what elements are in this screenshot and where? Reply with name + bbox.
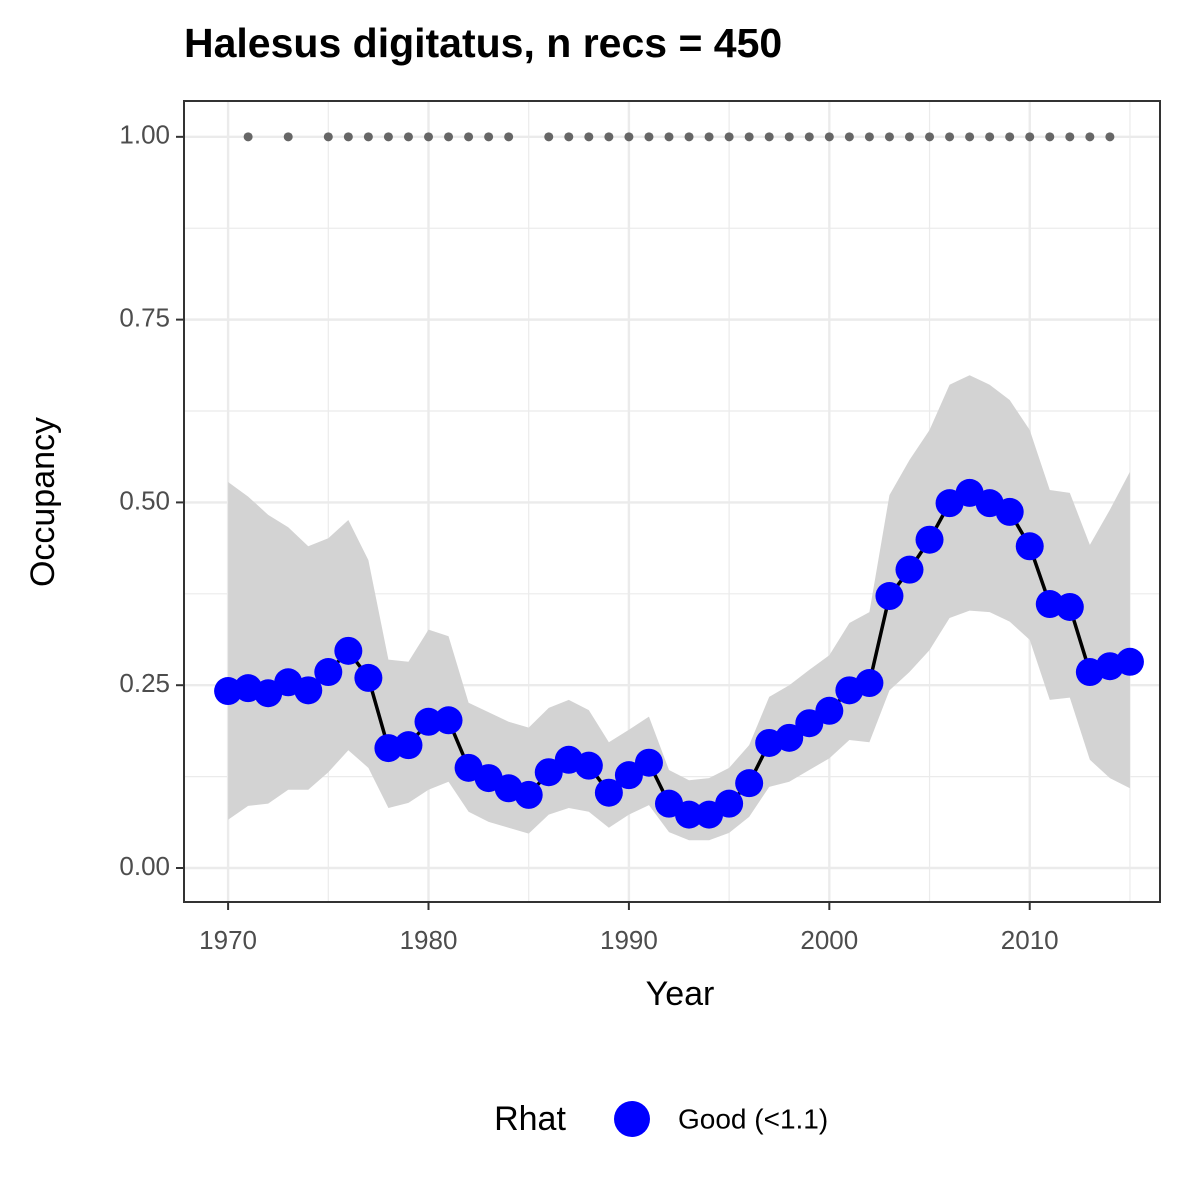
data-point <box>775 723 804 752</box>
data-point <box>1115 647 1144 676</box>
legend-title: Rhat <box>494 1100 566 1138</box>
data-point <box>634 748 663 777</box>
data-point <box>795 709 824 738</box>
record-point <box>283 132 293 142</box>
data-point <box>294 676 323 705</box>
data-point <box>875 582 904 611</box>
y-tick-label: 0.00 <box>119 851 170 881</box>
x-tick-label: 2000 <box>800 925 858 955</box>
record-point <box>704 132 714 142</box>
record-point <box>464 132 474 142</box>
record-point <box>343 132 353 142</box>
data-point <box>434 706 463 735</box>
record-point <box>484 132 494 142</box>
record-point <box>925 132 935 142</box>
record-point <box>1045 132 1055 142</box>
data-point <box>735 769 764 798</box>
record-point <box>624 132 634 142</box>
data-point <box>334 636 363 665</box>
record-point <box>1085 132 1095 142</box>
y-axis-title: Occupancy <box>24 417 62 587</box>
record-point <box>664 132 674 142</box>
data-point <box>1055 592 1084 621</box>
data-point <box>855 669 884 698</box>
record-point <box>884 132 894 142</box>
record-point <box>363 132 373 142</box>
data-point <box>354 663 383 692</box>
x-tick-label: 2010 <box>1001 925 1059 955</box>
y-tick-label: 1.00 <box>119 120 170 150</box>
record-point <box>383 132 393 142</box>
y-tick-label: 0.25 <box>119 668 170 698</box>
record-point <box>504 132 514 142</box>
data-point <box>675 800 704 829</box>
record-point <box>243 132 253 142</box>
data-point <box>715 789 744 818</box>
record-point <box>744 132 754 142</box>
x-tick-label: 1990 <box>600 925 658 955</box>
y-tick-label: 0.75 <box>119 302 170 332</box>
record-point <box>965 132 975 142</box>
record-point <box>724 132 734 142</box>
x-tick-label: 1980 <box>400 925 458 955</box>
record-point <box>764 132 774 142</box>
record-point <box>1025 132 1035 142</box>
record-point <box>844 132 854 142</box>
record-point <box>985 132 995 142</box>
x-axis-title: Year <box>646 975 715 1013</box>
record-point <box>784 132 794 142</box>
data-point <box>1015 532 1044 561</box>
legend-label: Good (<1.1) <box>678 1103 828 1134</box>
record-point <box>824 132 834 142</box>
record-point <box>604 132 614 142</box>
record-point <box>323 132 333 142</box>
y-tick-label: 0.50 <box>119 485 170 515</box>
legend-marker <box>614 1101 650 1137</box>
data-point <box>614 761 643 790</box>
data-point <box>574 751 603 780</box>
record-point <box>684 132 694 142</box>
record-point <box>904 132 914 142</box>
data-point <box>895 555 924 584</box>
data-point <box>995 497 1024 526</box>
record-point <box>1105 132 1115 142</box>
record-point <box>544 132 554 142</box>
data-point <box>594 778 623 807</box>
data-point <box>915 525 944 554</box>
record-point <box>564 132 574 142</box>
data-point <box>534 758 563 787</box>
record-point <box>1005 132 1015 142</box>
record-point <box>945 132 955 142</box>
confidence-band <box>228 375 1130 841</box>
x-tick-label: 1970 <box>199 925 257 955</box>
record-point <box>424 132 434 142</box>
chart-title: Halesus digitatus, n recs = 450 <box>184 20 782 66</box>
record-point <box>403 132 413 142</box>
data-point <box>815 696 844 725</box>
data-point <box>314 658 343 687</box>
record-point <box>864 132 874 142</box>
record-point <box>584 132 594 142</box>
panel-border <box>183 100 1161 903</box>
record-point <box>444 132 454 142</box>
record-point <box>804 132 814 142</box>
data-point <box>394 731 423 760</box>
record-point <box>1065 132 1075 142</box>
record-point <box>644 132 654 142</box>
data-point <box>414 707 443 736</box>
data-point <box>514 780 543 809</box>
